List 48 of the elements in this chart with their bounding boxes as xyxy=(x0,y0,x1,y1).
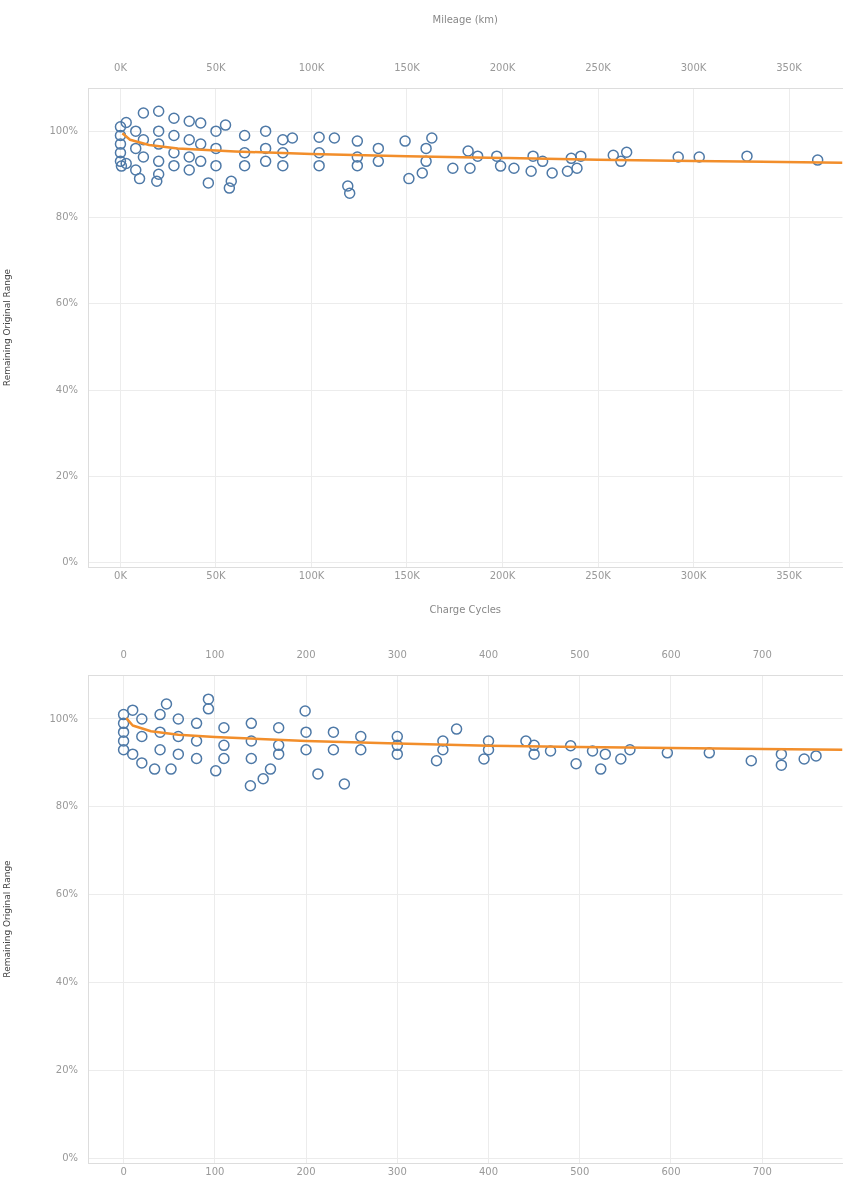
y-tick-label: 100% xyxy=(49,124,78,136)
x-tick-label: 100 xyxy=(205,1165,225,1177)
x2-tick-label: 600 xyxy=(661,648,681,660)
x2-tick-label: 200K xyxy=(489,61,516,73)
y-tick-label: 60% xyxy=(55,297,78,309)
x-tick-label: 200 xyxy=(296,1165,316,1177)
x2-axis-title: Mileage (km) xyxy=(432,13,499,25)
y-tick-label: 40% xyxy=(55,976,78,988)
x-tick-label: 200K xyxy=(489,569,516,581)
y-tick-label: 100% xyxy=(49,712,78,724)
x2-tick-label: 100K xyxy=(298,61,325,73)
x2-tick-label: 0 xyxy=(120,648,127,660)
x2-tick-label: 400 xyxy=(478,648,499,660)
x-tick-label: 300K xyxy=(680,569,707,581)
x-tick-label: 100K xyxy=(298,569,325,581)
x2-tick-label: 150K xyxy=(394,61,421,73)
x-tick-label: 150K xyxy=(394,569,421,581)
y-tick-label: 20% xyxy=(55,469,78,481)
x2-tick-label: 500 xyxy=(570,648,590,660)
x-tick-label: 350K xyxy=(776,569,803,581)
y-tick-label: 40% xyxy=(55,383,78,395)
x2-tick-label: 200 xyxy=(296,648,316,660)
y-tick-label: 20% xyxy=(55,1064,78,1076)
x-tick-label: 400 xyxy=(478,1165,499,1177)
y-tick-label: 80% xyxy=(55,800,78,812)
x-tick-label: 0 xyxy=(120,1165,127,1177)
x-tick-label: 50K xyxy=(206,569,227,581)
x2-axis-title: Charge Cycles xyxy=(429,603,502,615)
x-tick-label: 250K xyxy=(585,569,612,581)
y-axis-title: Remaining Original Range xyxy=(1,859,12,978)
x-tick-label: 600 xyxy=(661,1165,681,1177)
x-tick-label: 0K xyxy=(114,569,128,581)
x2-tick-label: 350K xyxy=(776,61,803,73)
y-axis-title: Remaining Original Range xyxy=(1,268,12,387)
y-tick-label: 0% xyxy=(62,556,78,568)
x2-tick-label: 250K xyxy=(585,61,612,73)
y-tick-label: 0% xyxy=(62,1152,78,1164)
x2-tick-label: 700 xyxy=(752,648,772,660)
y-tick-label: 80% xyxy=(55,211,78,223)
x-tick-label: 500 xyxy=(570,1165,590,1177)
x2-tick-label: 100 xyxy=(205,648,225,660)
x2-tick-label: 50K xyxy=(206,61,227,73)
x2-tick-label: 0K xyxy=(114,61,128,73)
x-tick-label: 700 xyxy=(752,1165,772,1177)
x2-tick-label: 300 xyxy=(387,648,407,660)
x-tick-label: 300 xyxy=(387,1165,407,1177)
y-tick-label: 60% xyxy=(55,888,78,900)
x2-tick-label: 300K xyxy=(680,61,707,73)
